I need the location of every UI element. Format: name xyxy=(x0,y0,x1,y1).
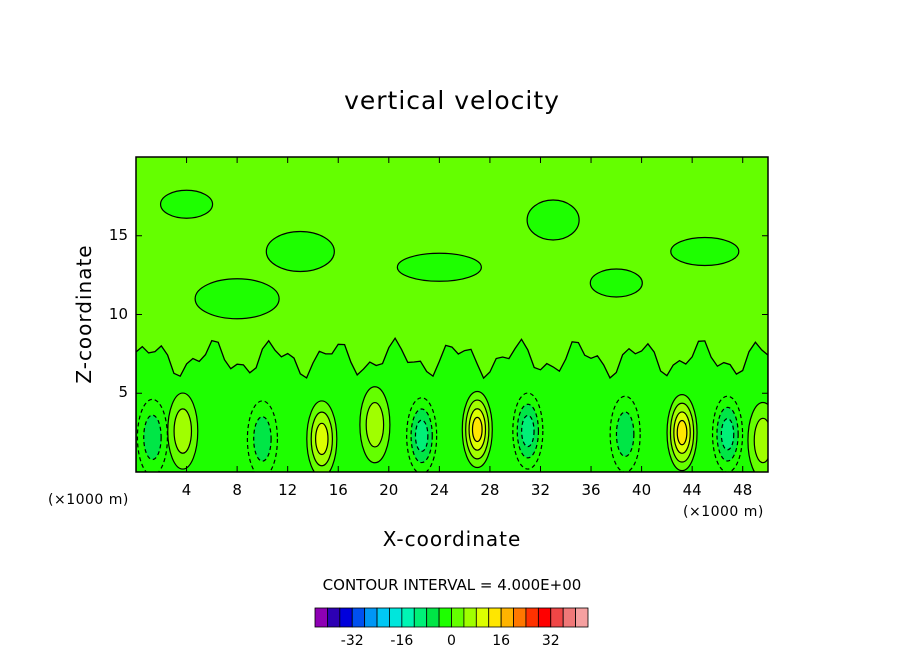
colorbar-swatch xyxy=(475,607,490,628)
cell-contour xyxy=(143,414,162,461)
colorbar-swatch xyxy=(500,607,514,628)
colorbar-swatch xyxy=(550,607,564,628)
colorbar-swatch xyxy=(351,607,366,628)
cell-contour xyxy=(753,417,768,464)
colorbar-swatch xyxy=(513,607,527,628)
colorbar-tick-label: -16 xyxy=(390,633,414,649)
cell-contour xyxy=(615,411,635,458)
upper-patch xyxy=(670,236,740,267)
colorbar-swatch xyxy=(339,607,353,628)
x-tick-label: 44 xyxy=(682,481,702,499)
x-tick-label: 48 xyxy=(733,481,753,499)
colorbar-swatch xyxy=(314,607,328,628)
upper-patch xyxy=(526,199,580,241)
contour-interval: CONTOUR INTERVAL = 4.000E+00 xyxy=(322,576,582,594)
cell-contour xyxy=(521,414,535,448)
upper-patch xyxy=(194,278,280,320)
colorbar-tick-label: 16 xyxy=(492,633,511,649)
colorbar-tick-label: 0 xyxy=(447,633,456,649)
y-tick-label: 10 xyxy=(108,304,128,323)
x-tick-label: 4 xyxy=(181,481,192,499)
colorbar-swatch xyxy=(463,607,477,628)
x-tick-label: 32 xyxy=(530,481,551,499)
cell-contour xyxy=(720,418,735,451)
upper-patch xyxy=(589,268,643,298)
colorbar-swatch xyxy=(575,607,589,628)
colorbar-swatch xyxy=(488,607,502,628)
colorbar-swatch xyxy=(376,607,390,628)
x-axis-label: X-coordinate xyxy=(382,527,522,551)
x-tick-label: 40 xyxy=(632,481,652,499)
lower-layer-region xyxy=(136,336,768,472)
colorbar-swatch xyxy=(537,607,552,628)
cell-contour xyxy=(315,422,329,456)
x-tick-label: 8 xyxy=(232,481,242,499)
colorbar-swatch xyxy=(389,607,403,628)
cell-contour xyxy=(471,416,483,443)
colorbar-swatch xyxy=(426,607,440,628)
colorbar-swatch xyxy=(401,607,415,628)
x-tick-label: 20 xyxy=(379,481,399,499)
x-tick-label: 36 xyxy=(581,481,601,499)
colorbar-swatch xyxy=(562,607,576,628)
colorbar-swatch xyxy=(451,607,465,628)
colorbar-swatch xyxy=(364,607,378,628)
colorbar-swatch xyxy=(327,607,341,628)
cell-contour xyxy=(676,419,688,446)
cell-contour xyxy=(173,408,193,454)
colorbar-swatch xyxy=(438,607,452,628)
x-tick-label: 12 xyxy=(278,481,298,499)
colorbar-tick-label: -32 xyxy=(340,633,364,649)
colorbar-swatch xyxy=(525,607,539,628)
x-tick-label: 24 xyxy=(429,481,449,499)
cell-contour xyxy=(414,419,429,452)
x-tick-label: 16 xyxy=(328,481,348,499)
x-unit-right: (×1000 m) xyxy=(683,504,764,520)
y-tick-label: 15 xyxy=(108,225,128,244)
cell-contour xyxy=(253,416,272,462)
upper-patch xyxy=(265,230,335,273)
upper-patch xyxy=(159,189,214,219)
x-tick-label: 28 xyxy=(480,481,500,499)
cell-contour xyxy=(365,401,385,448)
y-tick-label: 5 xyxy=(118,383,128,402)
x-unit-left: (×1000 m) xyxy=(48,492,129,508)
colorbar-tick-label: 32 xyxy=(541,633,560,649)
chart-title: vertical velocity xyxy=(344,86,560,115)
colorbar-swatch xyxy=(413,607,428,628)
upper-patch xyxy=(396,252,482,282)
